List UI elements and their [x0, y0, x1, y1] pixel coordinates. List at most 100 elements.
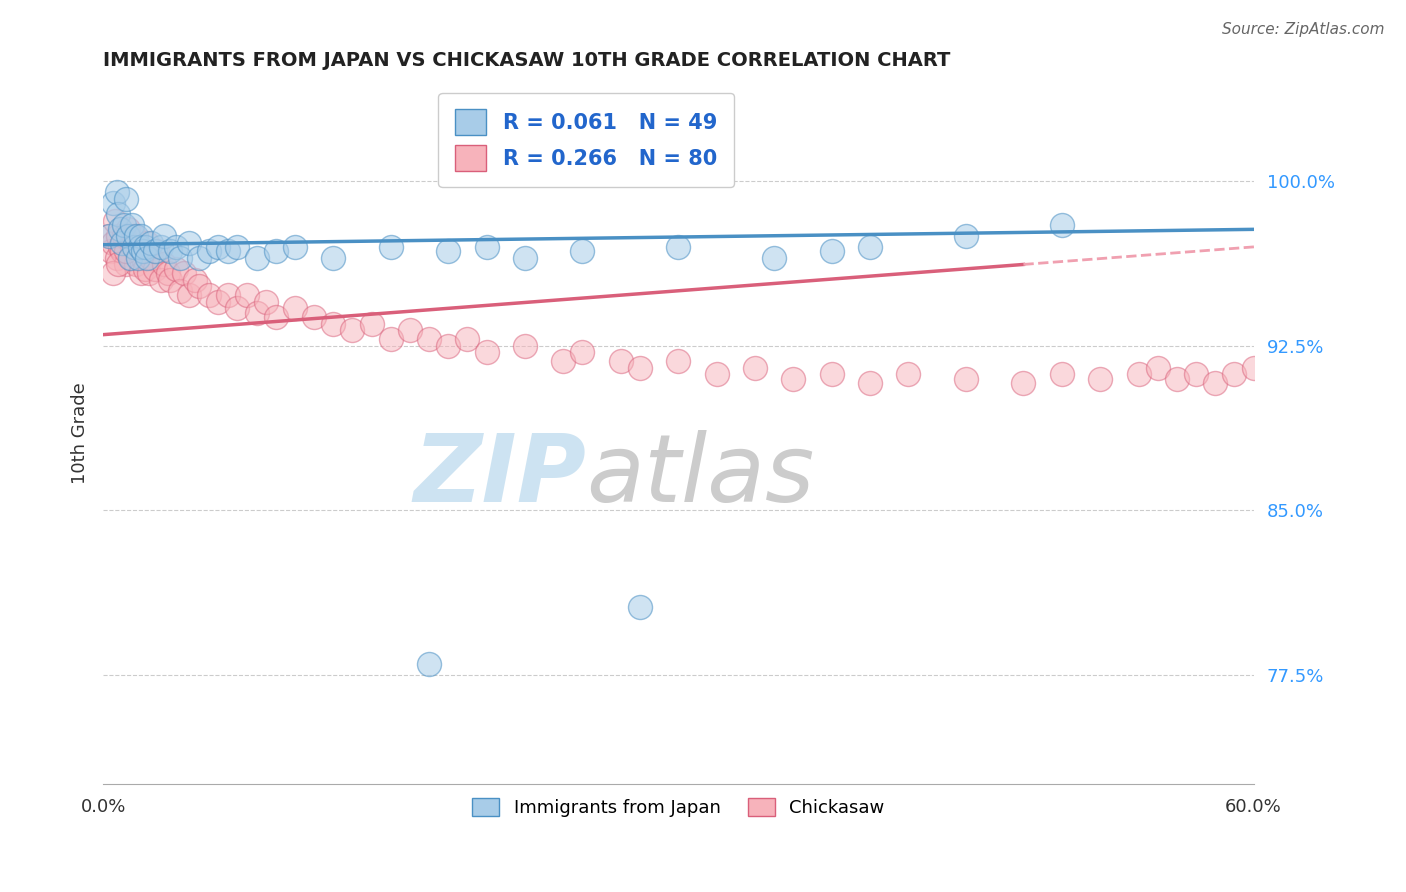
Point [139, 235, 162, 250]
Point [245, 306, 267, 320]
Y-axis label: 10th Grade: 10th Grade [72, 383, 89, 484]
Point [115, 257, 138, 271]
Point [1050, 367, 1073, 381]
Point [101, 235, 124, 250]
Point [859, 376, 882, 390]
Legend: Immigrants from Japan, Chickasaw: Immigrants from Japan, Chickasaw [465, 790, 891, 824]
Point [1185, 367, 1208, 381]
Point [188, 251, 211, 265]
Point [134, 261, 156, 276]
Point [159, 244, 181, 259]
Point [110, 240, 132, 254]
Point [136, 251, 159, 265]
Point [100, 244, 122, 259]
Point [111, 235, 134, 250]
Point [264, 310, 287, 324]
Point [1166, 371, 1188, 385]
Point [1012, 376, 1035, 390]
Point [143, 244, 166, 259]
Point [127, 244, 149, 259]
Point [955, 228, 977, 243]
Point [146, 244, 169, 259]
Point [571, 345, 593, 359]
Point [217, 244, 239, 259]
Point [628, 599, 651, 614]
Point [342, 323, 364, 337]
Point [139, 251, 162, 265]
Point [125, 257, 148, 271]
Point [418, 657, 440, 671]
Point [128, 240, 150, 254]
Point [955, 371, 977, 385]
Point [666, 354, 689, 368]
Point [128, 240, 150, 254]
Point [143, 261, 166, 276]
Point [821, 367, 844, 381]
Point [418, 332, 440, 346]
Point [149, 273, 172, 287]
Point [284, 240, 307, 254]
Point [1146, 360, 1168, 375]
Point [284, 301, 307, 316]
Point [1223, 367, 1246, 381]
Point [197, 244, 219, 259]
Point [763, 251, 786, 265]
Point [821, 244, 844, 259]
Point [122, 240, 145, 254]
Point [782, 371, 804, 385]
Point [380, 332, 402, 346]
Point [122, 228, 145, 243]
Point [744, 360, 766, 375]
Point [131, 266, 153, 280]
Point [226, 240, 249, 254]
Point [322, 251, 344, 265]
Point [1243, 360, 1265, 375]
Point [111, 244, 134, 259]
Point [245, 251, 267, 265]
Point [132, 244, 155, 259]
Point [666, 240, 689, 254]
Text: ZIP: ZIP [413, 430, 586, 522]
Point [104, 213, 127, 227]
Point [1204, 376, 1226, 390]
Point [165, 261, 187, 276]
Point [179, 235, 201, 250]
Point [169, 251, 191, 265]
Point [149, 240, 172, 254]
Point [302, 310, 325, 324]
Point [399, 323, 422, 337]
Point [628, 360, 651, 375]
Point [859, 240, 882, 254]
Point [173, 266, 195, 280]
Point [475, 240, 498, 254]
Point [437, 338, 460, 352]
Point [115, 244, 138, 259]
Point [610, 354, 633, 368]
Point [254, 294, 277, 309]
Point [437, 244, 460, 259]
Point [217, 288, 239, 302]
Point [115, 192, 138, 206]
Point [101, 266, 124, 280]
Point [207, 294, 229, 309]
Point [380, 240, 402, 254]
Point [197, 288, 219, 302]
Point [188, 279, 211, 293]
Point [112, 228, 135, 243]
Point [121, 218, 143, 232]
Point [264, 244, 287, 259]
Point [117, 222, 139, 236]
Point [456, 332, 478, 346]
Point [513, 251, 536, 265]
Point [236, 288, 259, 302]
Point [475, 345, 498, 359]
Point [105, 185, 128, 199]
Point [107, 257, 129, 271]
Point [360, 317, 382, 331]
Point [207, 240, 229, 254]
Point [118, 251, 141, 265]
Point [132, 251, 155, 265]
Point [112, 218, 135, 232]
Point [322, 317, 344, 331]
Point [571, 244, 593, 259]
